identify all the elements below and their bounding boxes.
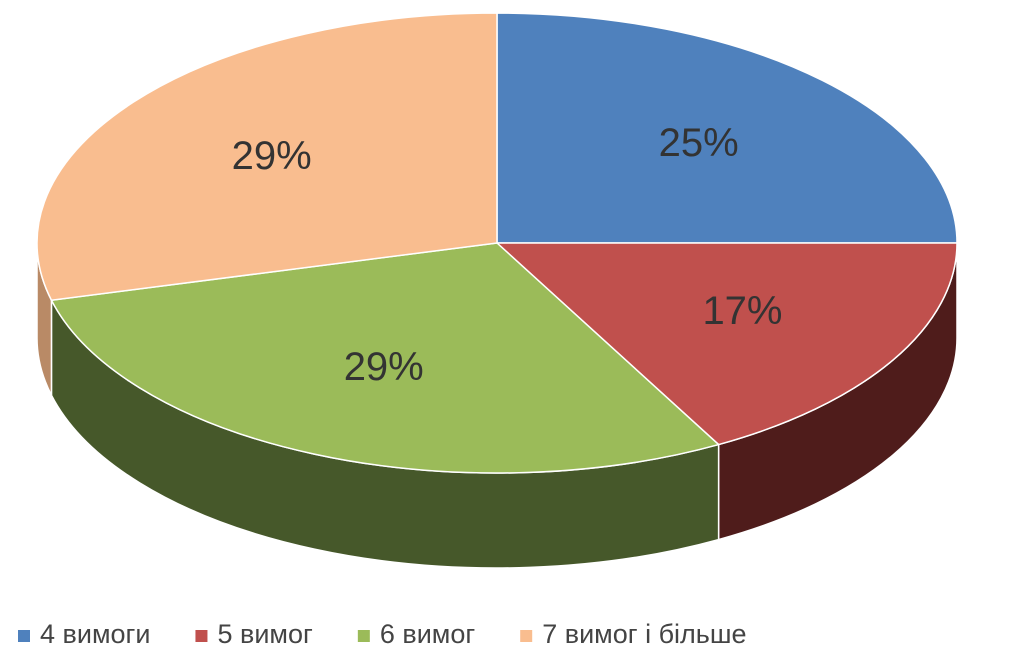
slice — [495, 242, 958, 446]
data-label: 29% — [232, 134, 312, 178]
slice — [36, 12, 498, 302]
legend-swatch — [195, 630, 208, 642]
legend-label: 4 вимоги — [40, 619, 150, 649]
legend-swatch — [357, 630, 370, 642]
legend-swatch — [520, 630, 533, 642]
legend-label: 5 вимог — [217, 619, 313, 649]
data-label: 29% — [344, 345, 424, 389]
legend-label: 6 вимог — [380, 619, 476, 649]
data-label: 25% — [659, 121, 739, 165]
slice — [496, 12, 958, 244]
legend-label: 7 вимог і більше — [542, 619, 746, 649]
legend-swatch — [18, 630, 30, 642]
data-label: 17% — [702, 289, 782, 333]
slice — [50, 242, 721, 474]
